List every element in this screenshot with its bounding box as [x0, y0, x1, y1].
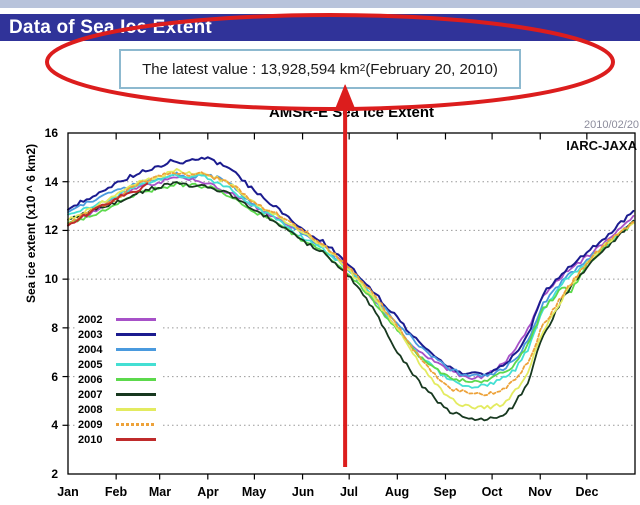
legend-item-2010: 2010 — [76, 432, 160, 447]
x-tick-mar: Mar — [148, 485, 172, 499]
legend-swatch-2007 — [116, 393, 156, 396]
chart-date-stamp: 2010/02/20 — [584, 119, 640, 131]
x-tick-jan: Jan — [57, 485, 79, 499]
x-tick-jul: Jul — [339, 485, 359, 499]
y-tick-4: 4 — [51, 418, 58, 432]
y-tick-14: 14 — [44, 175, 58, 189]
x-tick-may: May — [241, 485, 267, 499]
chart-legend: 2002 2003 2004 2005 2006 2007 2008 2009 … — [76, 312, 160, 447]
y-tick-16: 16 — [44, 126, 58, 140]
y-tick-6: 6 — [51, 370, 58, 384]
legend-item-2004: 2004 — [76, 342, 160, 357]
legend-item-2005: 2005 — [76, 357, 160, 372]
x-tick-apr: Apr — [197, 485, 219, 499]
legend-swatch-2008 — [116, 408, 156, 411]
chart-title: AMSR-E Sea Ice Extent — [268, 104, 435, 121]
legend-swatch-2006 — [116, 378, 156, 381]
legend-swatch-2002 — [116, 318, 156, 321]
legend-swatch-2005 — [116, 363, 156, 366]
legend-item-2007: 2007 — [76, 387, 160, 402]
page-title: Data of Sea Ice Extent — [9, 17, 212, 38]
x-tick-nov: Nov — [528, 485, 552, 499]
legend-item-2003: 2003 — [76, 327, 160, 342]
y-tick-2: 2 — [51, 467, 58, 481]
x-tick-jun: Jun — [291, 485, 315, 499]
x-tick-dec: Dec — [575, 485, 599, 499]
legend-swatch-2010 — [116, 438, 156, 441]
latest-value-text: The latest value : 13,928,594 km — [142, 60, 360, 78]
x-tick-aug: Aug — [384, 485, 410, 499]
legend-item-2009: 2009 — [76, 417, 160, 432]
source-label: IARC-JAXA — [566, 138, 637, 153]
latest-value-date: (February 20, 2010) — [365, 60, 498, 78]
y-tick-10: 10 — [44, 272, 58, 286]
legend-item-2002: 2002 — [76, 312, 160, 327]
legend-swatch-2003 — [116, 333, 156, 336]
y-tick-8: 8 — [51, 321, 58, 335]
legend-swatch-2009 — [116, 423, 156, 426]
legend-swatch-2004 — [116, 348, 156, 351]
legend-item-2008: 2008 — [76, 402, 160, 417]
x-tick-sep: Sep — [433, 485, 457, 499]
page-header: Data of Sea Ice Extent — [0, 14, 640, 41]
y-tick-12: 12 — [44, 223, 58, 237]
latest-value-callout: The latest value : 13,928,594 km 2 (Febru… — [119, 49, 521, 89]
x-tick-oct: Oct — [481, 485, 503, 499]
top-accent-strip — [0, 0, 640, 8]
legend-item-2006: 2006 — [76, 372, 160, 387]
x-tick-feb: Feb — [104, 485, 128, 499]
